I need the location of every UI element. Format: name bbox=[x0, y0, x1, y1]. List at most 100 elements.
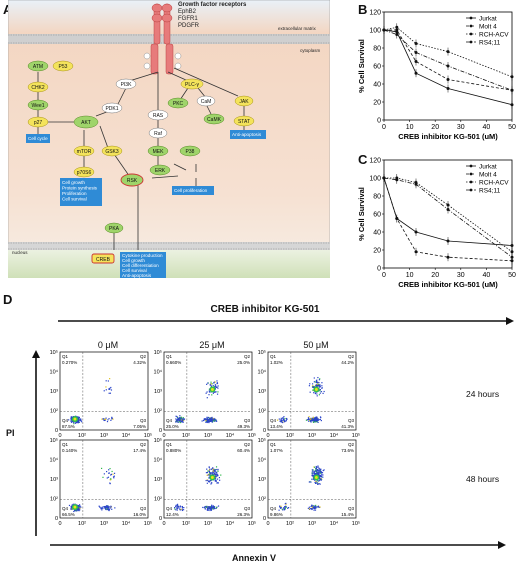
event-dot bbox=[177, 417, 179, 419]
event-dot bbox=[216, 474, 218, 476]
event-dot bbox=[308, 506, 311, 508]
event-dot bbox=[316, 506, 318, 508]
node-atm: ATM bbox=[33, 64, 43, 70]
event-dot bbox=[311, 504, 313, 506]
event-dot bbox=[179, 505, 181, 507]
node-mek: MEK bbox=[153, 149, 165, 155]
event-dot bbox=[313, 507, 315, 509]
event-dot bbox=[216, 478, 219, 480]
event-dot bbox=[109, 392, 112, 394]
event-dot bbox=[113, 477, 115, 479]
event-dot bbox=[213, 381, 216, 383]
event-dot bbox=[201, 420, 203, 422]
event-dot bbox=[319, 389, 321, 391]
event-dot bbox=[314, 473, 316, 475]
event-dot bbox=[182, 421, 184, 423]
label-extracellular: extracellular matrix bbox=[278, 26, 317, 31]
event-dot bbox=[214, 477, 217, 479]
event-dot bbox=[176, 506, 178, 508]
event-dot bbox=[285, 502, 287, 504]
event-dot bbox=[285, 506, 287, 508]
event-dot bbox=[111, 417, 114, 419]
event-dot bbox=[109, 507, 112, 509]
node-pkc: PKC bbox=[173, 101, 184, 107]
y-tick-label: 0 bbox=[377, 266, 381, 273]
event-dot bbox=[315, 507, 317, 509]
event-dot bbox=[321, 385, 323, 387]
legend-label: Molt 4 bbox=[479, 172, 497, 179]
event-dot bbox=[78, 421, 80, 423]
event-dot bbox=[310, 507, 312, 510]
y-axis-tick: 10³ bbox=[50, 477, 58, 483]
event-dot bbox=[177, 420, 179, 422]
y-axis-tick: 10⁵ bbox=[154, 437, 162, 444]
event-dot bbox=[320, 474, 322, 477]
event-dot bbox=[104, 505, 106, 508]
event-dot bbox=[319, 475, 321, 478]
event-dot bbox=[308, 481, 310, 483]
event-dot bbox=[311, 473, 313, 475]
event-dot bbox=[312, 475, 314, 477]
event-dot bbox=[101, 418, 103, 420]
event-dot bbox=[77, 421, 79, 424]
legend-label: Jurkat bbox=[479, 16, 497, 23]
event-dot bbox=[319, 479, 321, 481]
outcome-growth: Cell growth Protein synthesis Proliferatio… bbox=[62, 180, 98, 202]
event-dot bbox=[315, 472, 317, 474]
event-dot bbox=[211, 468, 213, 470]
q3-tag: Q3 bbox=[140, 506, 147, 511]
event-dot bbox=[216, 473, 218, 475]
y-axis-tick: 10⁴ bbox=[50, 369, 59, 376]
event-dot bbox=[99, 506, 101, 508]
event-dot bbox=[208, 390, 210, 392]
event-dot bbox=[322, 469, 324, 472]
y-axis-tick: 10² bbox=[258, 497, 266, 503]
event-dot bbox=[113, 475, 115, 477]
event-dot bbox=[210, 472, 212, 474]
q1-tag: Q1 bbox=[270, 354, 277, 359]
event-dot bbox=[214, 472, 216, 475]
event-dot bbox=[176, 419, 179, 421]
event-dot bbox=[112, 418, 114, 420]
event-dot bbox=[181, 417, 183, 419]
event-dot bbox=[212, 468, 214, 470]
event-dot bbox=[179, 421, 181, 423]
panel-label-c: C bbox=[358, 152, 368, 167]
event-dot bbox=[319, 471, 321, 473]
y-axis-tick: 10³ bbox=[258, 389, 266, 395]
event-dot bbox=[78, 419, 81, 421]
event-dot bbox=[314, 392, 317, 395]
event-dot bbox=[215, 386, 217, 388]
event-dot bbox=[315, 473, 317, 475]
event-dot bbox=[311, 508, 313, 510]
event-dot bbox=[206, 391, 208, 393]
event-dot bbox=[77, 417, 79, 419]
q4-value: 87.5% bbox=[62, 424, 75, 429]
event-dot bbox=[175, 504, 177, 506]
y-tick-label: 40 bbox=[373, 230, 381, 237]
event-dot bbox=[106, 507, 108, 509]
event-dot bbox=[104, 507, 106, 509]
event-dot bbox=[75, 421, 78, 424]
event-dot bbox=[318, 384, 320, 387]
q1-tag: Q1 bbox=[166, 354, 173, 359]
event-dot bbox=[212, 384, 214, 387]
event-dot bbox=[209, 419, 212, 422]
x-tick-label: 20 bbox=[431, 124, 439, 131]
event-dot bbox=[107, 506, 109, 509]
event-dot bbox=[102, 476, 104, 478]
event-dot bbox=[280, 421, 282, 423]
event-dot bbox=[212, 418, 215, 420]
event-dot bbox=[308, 385, 311, 387]
event-dot bbox=[284, 420, 287, 422]
event-dot bbox=[308, 418, 310, 421]
event-dot bbox=[98, 505, 100, 507]
event-dot bbox=[212, 471, 214, 473]
event-dot bbox=[286, 418, 288, 420]
event-dot bbox=[281, 417, 284, 419]
q4-tag: Q4 bbox=[166, 506, 173, 511]
event-dot bbox=[319, 476, 321, 478]
flow-yaxis-label: PI bbox=[6, 428, 15, 438]
